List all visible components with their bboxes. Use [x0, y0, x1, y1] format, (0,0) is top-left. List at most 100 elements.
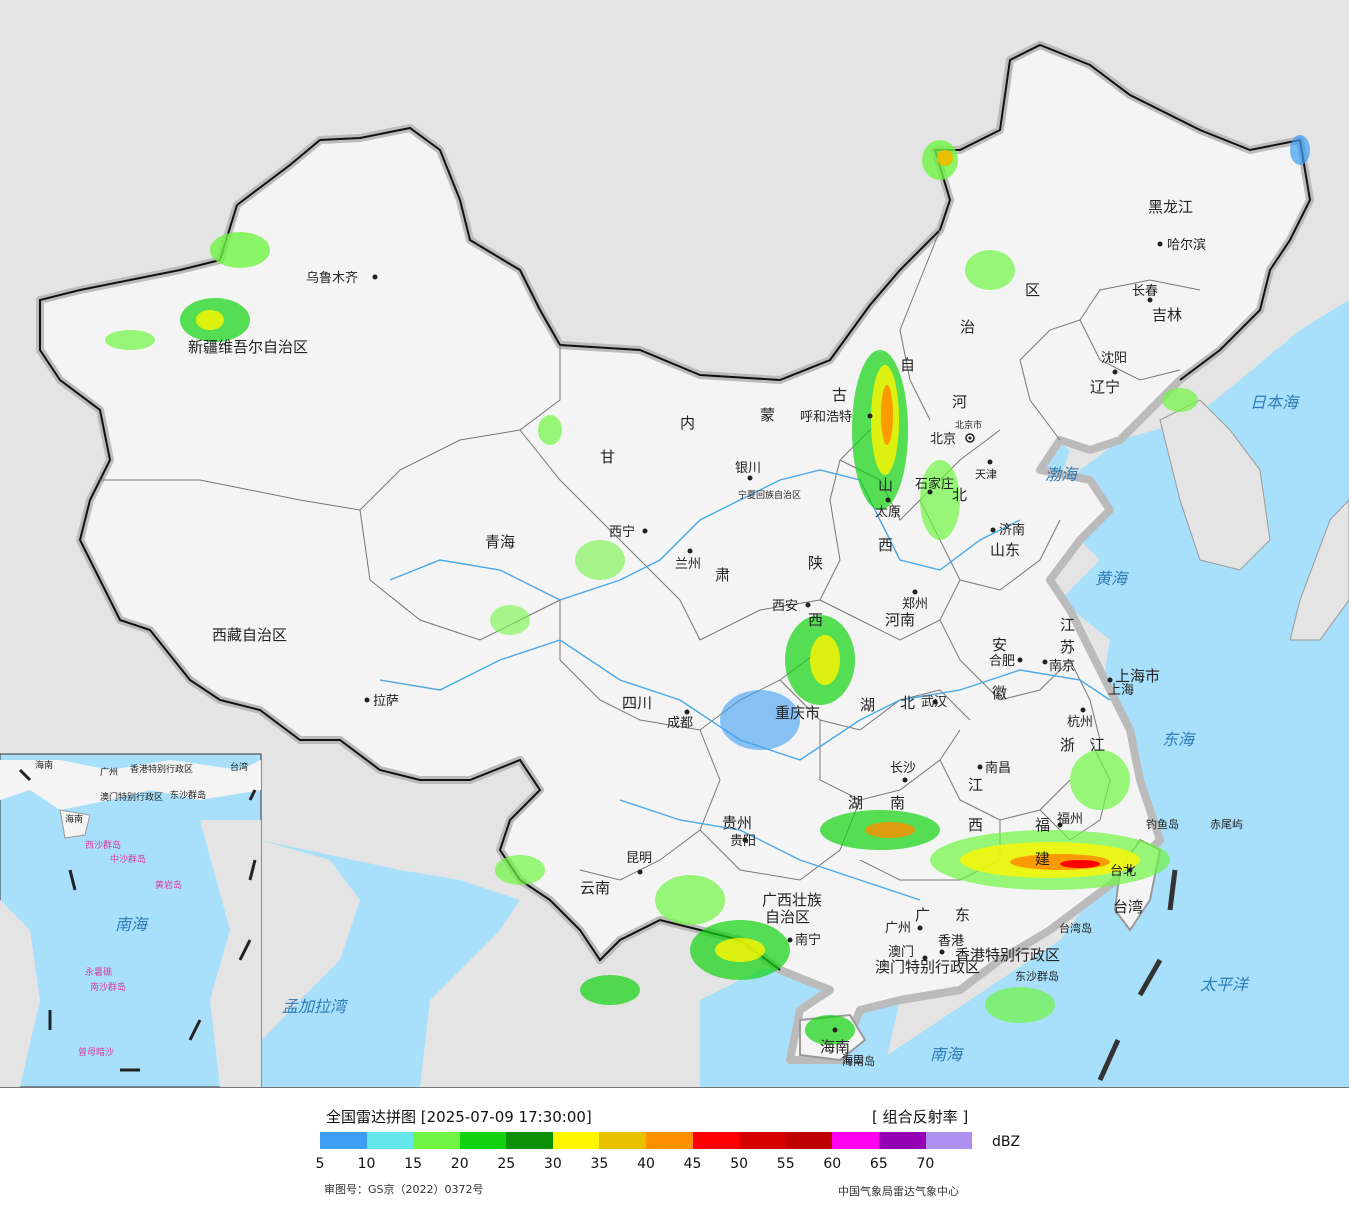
region-xi3: 西 — [968, 816, 983, 834]
svg-text:北京: 北京 — [930, 432, 956, 447]
region-shan: 山 — [878, 476, 893, 494]
svg-text:哈尔滨: 哈尔滨 — [1167, 237, 1206, 253]
svg-text:上海: 上海 — [1108, 683, 1134, 698]
inset-label-yongshu: 永暑礁 — [85, 966, 112, 978]
svg-text:北京市: 北京市 — [955, 419, 982, 431]
color-cell — [925, 1132, 973, 1149]
city-hefei: 合肥 — [989, 654, 1023, 669]
city-nanchang: 南昌 — [977, 760, 1011, 776]
inset-label-1: 海南 — [35, 759, 53, 771]
island-hainan: 海南岛 — [842, 1054, 875, 1068]
island-labels: 钓鱼岛 赤尾屿 台湾岛 东沙群岛 海南岛 — [842, 817, 1243, 1068]
city-shijiazhuang: 石家庄 — [915, 476, 954, 495]
city-hohhot: 呼和浩特 — [800, 410, 873, 425]
svg-text:长沙: 长沙 — [890, 761, 916, 776]
city-chengdu: 成都 — [667, 709, 693, 731]
scale-tick: 70 — [916, 1156, 935, 1172]
region-yunnan: 云南 — [580, 879, 610, 897]
sea-labels: 渤海 黄海 东海 日本海 太平洋 南海 孟加拉湾 — [282, 393, 1300, 1064]
region-xi1: 西 — [878, 536, 893, 554]
scale-tick: 60 — [823, 1156, 842, 1172]
sea-japan: 日本海 — [1250, 393, 1300, 412]
city-nanjing: 南京 — [1042, 658, 1075, 674]
city-beijing-shi: 北京市 — [955, 419, 982, 431]
svg-text:合肥: 合肥 — [989, 654, 1015, 669]
island-taiwan: 台湾岛 — [1059, 921, 1092, 935]
svg-text:太原: 太原 — [875, 505, 901, 520]
region-jiang2: 江 — [1090, 736, 1105, 754]
scale-tick: 5 — [315, 1156, 325, 1172]
color-cell — [739, 1132, 786, 1149]
color-cell — [459, 1132, 507, 1149]
region-hainan: 海南 — [820, 1038, 850, 1056]
city-taipei: 台北 — [1110, 864, 1136, 879]
svg-text:澳门: 澳门 — [888, 944, 914, 960]
sea-nanhai: 南海 — [930, 1045, 964, 1064]
svg-text:南京: 南京 — [1049, 658, 1075, 674]
inset-label-mo: 澳门特别行政区 — [100, 791, 163, 803]
region-jian: 建 — [1035, 850, 1050, 868]
region-su2: 苏 — [1060, 638, 1075, 656]
city-beijing: 北京 — [930, 432, 975, 447]
svg-text:香港: 香港 — [938, 934, 964, 949]
city-fuzhou: 福州 — [1057, 812, 1083, 828]
region-taiwan: 台湾 — [1113, 898, 1143, 916]
color-cell — [832, 1132, 879, 1149]
scale-tick: 55 — [776, 1156, 795, 1172]
scale-tick: 50 — [730, 1156, 749, 1172]
city-zhengzhou: 郑州 — [902, 589, 928, 612]
svg-text:拉萨: 拉萨 — [373, 694, 399, 709]
region-xinjiang: 新疆维吾尔自治区 — [188, 338, 308, 356]
city-urumqi: 乌鲁木齐 — [306, 270, 378, 286]
sea-huanghai: 黄海 — [1095, 569, 1129, 588]
region-xi2: 西 — [808, 611, 823, 629]
city-guiyang: 贵阳 — [730, 834, 756, 849]
scale-tick: 10 — [357, 1156, 376, 1172]
scale-tick: 40 — [637, 1156, 655, 1172]
svg-text:武汉: 武汉 — [921, 695, 947, 710]
inset-label-xisha: 西沙群岛 — [85, 839, 121, 851]
city-guangzhou: 广州 — [885, 921, 923, 936]
color-scale — [320, 1132, 973, 1149]
region-bei2: 北 — [900, 694, 915, 712]
svg-text:海口: 海口 — [842, 1052, 864, 1066]
svg-text:郑州: 郑州 — [902, 597, 928, 612]
region-ningxia: 宁夏回族自治区 — [738, 489, 801, 501]
product-type: [ 组合反射率 ] — [872, 1108, 969, 1126]
city-changchun: 长春 — [1132, 284, 1158, 303]
legend-title: 全国雷达拼图 [2025-07-09 17:30:00] — [326, 1108, 592, 1126]
region-guang: 广 — [915, 906, 930, 924]
city-macao: 澳门 — [888, 944, 928, 961]
region-zi: 自 — [900, 356, 915, 374]
inset-label-taiwan: 台湾 — [230, 761, 248, 773]
region-su: 肃 — [715, 566, 730, 584]
city-wuhan: 武汉 — [921, 695, 947, 710]
city-kunming: 昆明 — [626, 851, 652, 875]
region-jiang: 江 — [968, 776, 983, 794]
region-qinghai: 青海 — [485, 533, 515, 551]
region-henan: 河南 — [885, 611, 915, 629]
island-chiwei: 赤尾屿 — [1210, 818, 1243, 831]
city-changsha: 长沙 — [890, 761, 916, 783]
city-yinchuan: 银川 — [735, 461, 761, 481]
scale-tick: 45 — [683, 1156, 702, 1172]
svg-text:西安: 西安 — [772, 599, 798, 614]
region-gan: 甘 — [600, 448, 615, 466]
island-dongsha: 东沙群岛 — [1015, 969, 1059, 983]
region-meng: 蒙 — [760, 406, 775, 424]
svg-text:长春: 长春 — [1132, 284, 1158, 299]
scale-tick: 30 — [543, 1156, 562, 1172]
svg-text:南昌: 南昌 — [985, 760, 1011, 776]
region-chongqing: 重庆市 — [775, 704, 820, 722]
inset-label-zengmu: 曾母暗沙 — [78, 1046, 114, 1058]
svg-text:南宁: 南宁 — [795, 932, 821, 948]
inset-label-hk: 香港特别行政区 — [130, 763, 193, 775]
region-jilin: 吉林 — [1152, 306, 1182, 324]
city-tianjin: 天津 — [975, 459, 997, 481]
svg-text:贵阳: 贵阳 — [730, 834, 756, 849]
scale-tick: 25 — [497, 1156, 516, 1172]
south-china-sea-inset: 海南 香港特别行政区 澳门特别行政区 东沙群岛 西沙群岛 中沙群岛 黄岩岛 南海… — [0, 753, 262, 1087]
region-hu2: 湖 — [848, 794, 863, 812]
inset-label-nansha: 南沙群岛 — [90, 981, 126, 993]
color-cell — [692, 1132, 740, 1149]
